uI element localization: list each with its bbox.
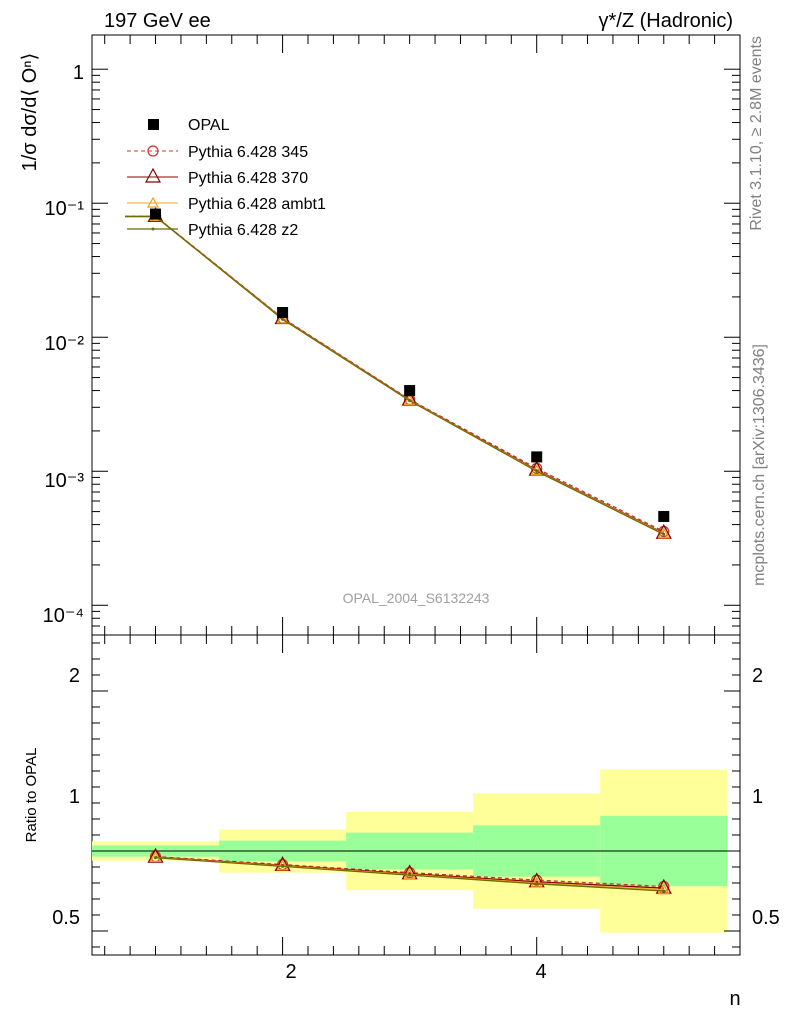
ratio-y-axis-label: Ratio to OPAL — [23, 748, 40, 843]
ratio-y-tick-label: 0.5 — [52, 907, 80, 929]
legend-marker-370 — [144, 167, 162, 183]
x-tick-labels: 2 4 — [285, 961, 546, 983]
main-series-line — [125, 215, 665, 534]
opal-data-point — [404, 385, 416, 397]
ratio-series-marker — [408, 873, 412, 877]
main-series-marker — [281, 317, 285, 321]
ratio-series-marker — [662, 889, 666, 893]
main-y-tick-label: 10⁻⁴ — [43, 605, 84, 627]
main-y-tick-label: 10⁻¹ — [45, 198, 85, 220]
main-series-marker — [408, 399, 412, 403]
x-tick-label: 2 — [285, 961, 296, 983]
ratio-series-marker — [149, 851, 162, 863]
ratio-series-marker — [147, 847, 164, 863]
legend-marker-ambt1 — [146, 196, 160, 208]
main-y-tick-label: 10⁻³ — [45, 470, 85, 492]
ratio-series-marker — [535, 882, 539, 886]
opal-data-point — [277, 306, 289, 318]
legend-label-345: Pythia 6.428 345 — [188, 144, 308, 161]
ratio-y-tick-label: 1 — [69, 786, 80, 808]
legend-marker-z2 — [151, 227, 155, 231]
opal-data-point — [658, 510, 670, 522]
rivet-version-text: Rivet 3.1.10, ≥ 2.8M events — [748, 36, 765, 231]
legend-label-370: Pythia 6.428 370 — [188, 170, 308, 187]
legend-marker-opal — [148, 119, 159, 130]
main-series-line — [125, 215, 665, 535]
main-series-marker — [276, 312, 289, 324]
ratio-plot-frame — [91, 634, 741, 956]
ratio-series-marker — [154, 856, 158, 860]
ratio-series-marker — [403, 866, 416, 879]
ratio-series-marker — [276, 859, 289, 871]
main-series-marker — [662, 532, 666, 536]
mcplots-reference-text: mcplots.cern.ch [arXiv:1306.3436] — [751, 344, 768, 586]
legend-label-ambt1: Pythia 6.428 ambt1 — [188, 196, 326, 213]
legend-label-opal: OPAL — [188, 117, 230, 134]
ratio-y-tick-label-right: 0.5 — [752, 907, 780, 929]
main-y-tick-label: 1 — [73, 62, 84, 84]
ratio-y-tick-label-right: 1 — [752, 786, 763, 808]
ratio-series-marker — [657, 883, 670, 895]
x-tick-label: 4 — [535, 961, 546, 983]
main-y-tick-labels: 1 10⁻¹ 10⁻² 10⁻³ 10⁻⁴ — [43, 62, 85, 627]
legend-marker-345 — [147, 145, 159, 157]
main-y-tick-label: 10⁻² — [45, 333, 85, 355]
ratio-series-marker — [530, 876, 543, 888]
main-mc-lines — [125, 206, 672, 539]
axis-ticks — [92, 35, 740, 955]
ratio-y-tick-label-right: 2 — [752, 665, 763, 687]
main-series-line — [125, 215, 665, 535]
opal-data-point — [531, 451, 543, 463]
legend: OPAL Pythia 6.428 345 Pythia 6.428 370 P… — [127, 117, 326, 239]
analysis-watermark: OPAL_2004_S6132243 — [343, 590, 490, 606]
ratio-series-marker — [403, 868, 416, 880]
main-data-points — [150, 208, 670, 522]
ratio-mc-lines — [147, 847, 672, 895]
ratio-y-tick-labels: 2 1 0.5 2 1 0.5 — [52, 665, 780, 929]
main-series-line — [125, 215, 665, 533]
title-right: γ*/Z (Hadronic) — [599, 10, 733, 32]
main-y-axis-label: 1/σ dσ/d⟨ Oⁿ⟩ — [19, 53, 41, 172]
x-axis-label: n — [729, 988, 740, 1010]
title-left: 197 GeV ee — [104, 10, 211, 32]
ratio-series-line — [155, 855, 664, 888]
opal-data-point — [150, 208, 162, 220]
legend-label-z2: Pythia 6.428 z2 — [188, 222, 298, 239]
ratio-series-marker — [281, 864, 285, 868]
ratio-y-tick-label: 2 — [69, 665, 80, 687]
main-series-marker — [535, 469, 539, 473]
